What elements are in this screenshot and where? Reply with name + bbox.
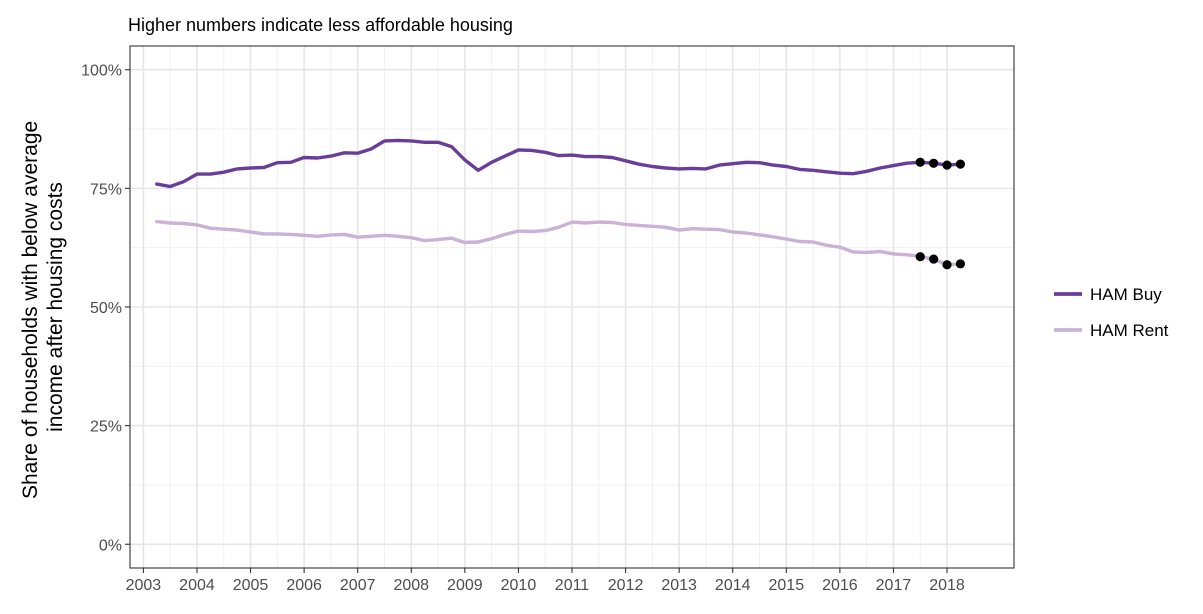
x-tick-label: 2004	[179, 577, 215, 594]
x-tick-label: 2013	[661, 577, 697, 594]
x-tick-label: 2005	[233, 577, 269, 594]
grid-major	[130, 46, 1014, 568]
legend: HAM Buy HAM Rent	[1054, 285, 1169, 340]
x-tick-label: 2009	[447, 577, 483, 594]
series-lines	[155, 138, 961, 267]
x-tick-label: 2016	[822, 577, 858, 594]
x-axis: 2003 2004 2005 2006 2007 2008 2009 2010 2011 2012…	[126, 568, 965, 594]
x-tick-label: 2011	[555, 577, 590, 594]
x-tick-label: 2017	[876, 577, 912, 594]
forecast-point	[929, 158, 939, 168]
y-axis-title: Share of households with below average i…	[19, 115, 67, 499]
y-axis: 0% 25% 50% 75% 100%	[81, 63, 130, 554]
forecast-point	[929, 254, 939, 264]
forecast-line-0	[920, 160, 961, 167]
x-tick-label: 2015	[769, 577, 805, 594]
x-tick-label: 2010	[501, 577, 537, 594]
y-tick-label: 50%	[90, 300, 122, 317]
forecast-point	[942, 260, 952, 270]
x-tick-label: 2007	[340, 577, 376, 594]
x-tick-label: 2008	[393, 577, 429, 594]
series-line-0	[155, 138, 922, 189]
chart-subtitle: Higher numbers indicate less affordable …	[128, 15, 513, 35]
forecast-line-1	[919, 255, 961, 267]
y-tick-label: 0%	[99, 537, 122, 554]
forecast-points	[915, 157, 966, 270]
legend-label: HAM Buy	[1090, 285, 1162, 304]
y-tick-label: 75%	[90, 181, 122, 198]
forecast-point	[942, 160, 952, 170]
forecast-point	[915, 252, 925, 262]
x-tick-label: 2003	[126, 577, 162, 594]
forecast-point	[915, 157, 925, 167]
y-axis-title-line-2: income after housing costs	[44, 182, 67, 432]
x-tick-label: 2012	[608, 577, 644, 594]
x-tick-label: 2018	[929, 577, 965, 594]
x-tick-label: 2014	[715, 577, 751, 594]
forecast-point	[955, 259, 966, 269]
series-line-1	[155, 219, 922, 258]
y-axis-title-line-1: Share of households with below average	[19, 121, 42, 499]
y-tick-label: 100%	[81, 63, 122, 80]
forecast-point	[955, 159, 966, 169]
y-tick-label: 25%	[90, 419, 122, 436]
x-tick-label: 2006	[286, 577, 322, 594]
legend-label: HAM Rent	[1090, 321, 1169, 340]
